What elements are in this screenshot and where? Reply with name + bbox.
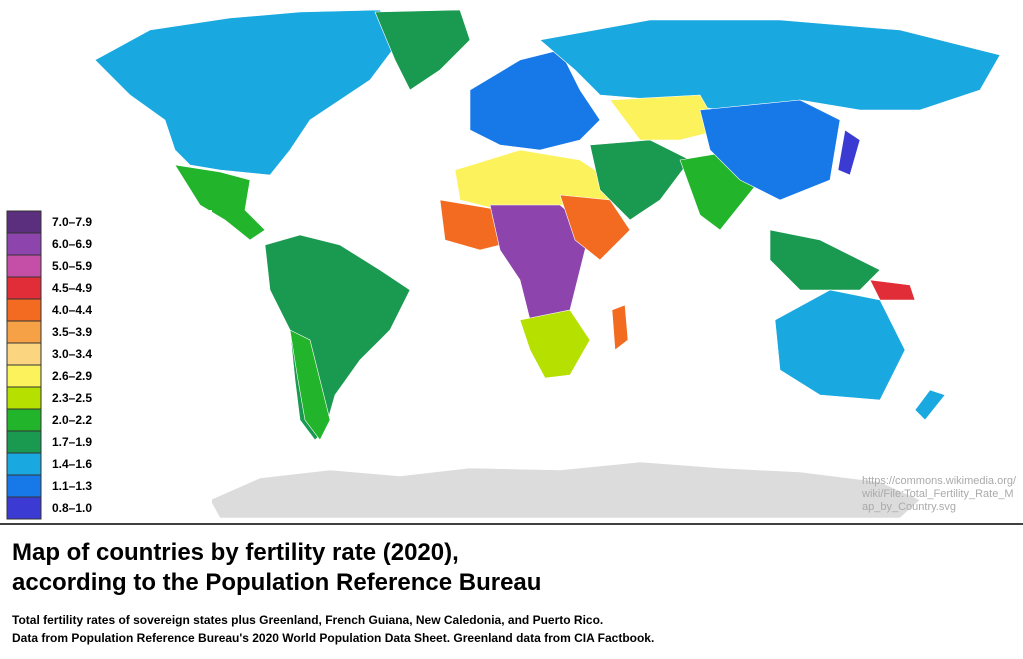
source-note: https://commons.wikimedia.org/wiki/File:… — [861, 475, 1017, 513]
legend-label: 5.0–5.9 — [52, 259, 92, 273]
source-line: wiki/File:Total_Fertility_Rate_M — [861, 488, 1014, 500]
legend-label: 4.0–4.4 — [52, 303, 92, 317]
caption-note: Total fertility rates of sovereign state… — [12, 613, 603, 627]
legend-swatch — [6, 496, 42, 520]
legend-label: 7.0–7.9 — [52, 215, 92, 229]
central-asia — [609, 94, 721, 141]
north-america — [94, 9, 401, 176]
caption-title: according to the Population Reference Bu… — [12, 569, 541, 596]
legend-label: 3.0–3.4 — [52, 347, 92, 361]
legend-swatch — [6, 452, 42, 476]
legend-swatch — [6, 342, 42, 366]
new-zealand — [914, 389, 946, 421]
europe — [469, 49, 601, 151]
southern-africa — [519, 309, 591, 379]
legend-label: 4.5–4.9 — [52, 281, 92, 295]
madagascar — [611, 304, 629, 351]
southeast-asia — [769, 229, 881, 291]
legend-label: 6.0–6.9 — [52, 237, 92, 251]
caption-note: Data from Population Reference Bureau's … — [12, 631, 654, 645]
legend-swatch — [6, 276, 42, 300]
legend-label: 0.8–1.0 — [52, 501, 92, 515]
world-map — [94, 9, 1001, 519]
source-line: ap_by_Country.svg — [862, 501, 956, 513]
legend-label: 1.7–1.9 — [52, 435, 92, 449]
south-america — [264, 234, 411, 441]
legend-label: 2.0–2.2 — [52, 413, 92, 427]
greenland — [374, 9, 471, 91]
andes — [289, 329, 331, 441]
legend-label: 1.4–1.6 — [52, 457, 92, 471]
legend-swatch — [6, 364, 42, 388]
legend-swatch — [6, 474, 42, 498]
legend-swatch — [6, 386, 42, 410]
legend-swatch — [6, 210, 42, 234]
legend: 7.0–7.9 6.0–6.9 5.0–5.9 4.5–4.9 4.0–4.4 3.5–3… — [6, 210, 212, 520]
china — [699, 99, 841, 201]
legend-swatch — [6, 232, 42, 256]
legend-label: 2.3–2.5 — [52, 391, 92, 405]
legend-label: 3.5–3.9 — [52, 325, 92, 339]
australia — [774, 289, 906, 401]
source-line: https://commons.wikimedia.org/ — [862, 475, 1017, 487]
legend-swatch — [6, 320, 42, 344]
legend-swatch — [6, 298, 42, 322]
legend-swatch — [6, 408, 42, 432]
new-guinea — [869, 279, 916, 301]
antarctica — [209, 461, 921, 519]
legend-label: 2.6–2.9 — [52, 369, 92, 383]
caption-title: Map of countries by fertility rate (2020… — [12, 539, 459, 566]
legend-label: 1.1–1.3 — [52, 479, 92, 493]
japan — [837, 129, 861, 176]
east-africa — [559, 194, 631, 261]
russia — [539, 19, 1001, 111]
caption: Map of countries by fertility rate (2020… — [12, 539, 654, 645]
legend-swatch — [6, 254, 42, 278]
legend-swatch — [6, 430, 42, 454]
